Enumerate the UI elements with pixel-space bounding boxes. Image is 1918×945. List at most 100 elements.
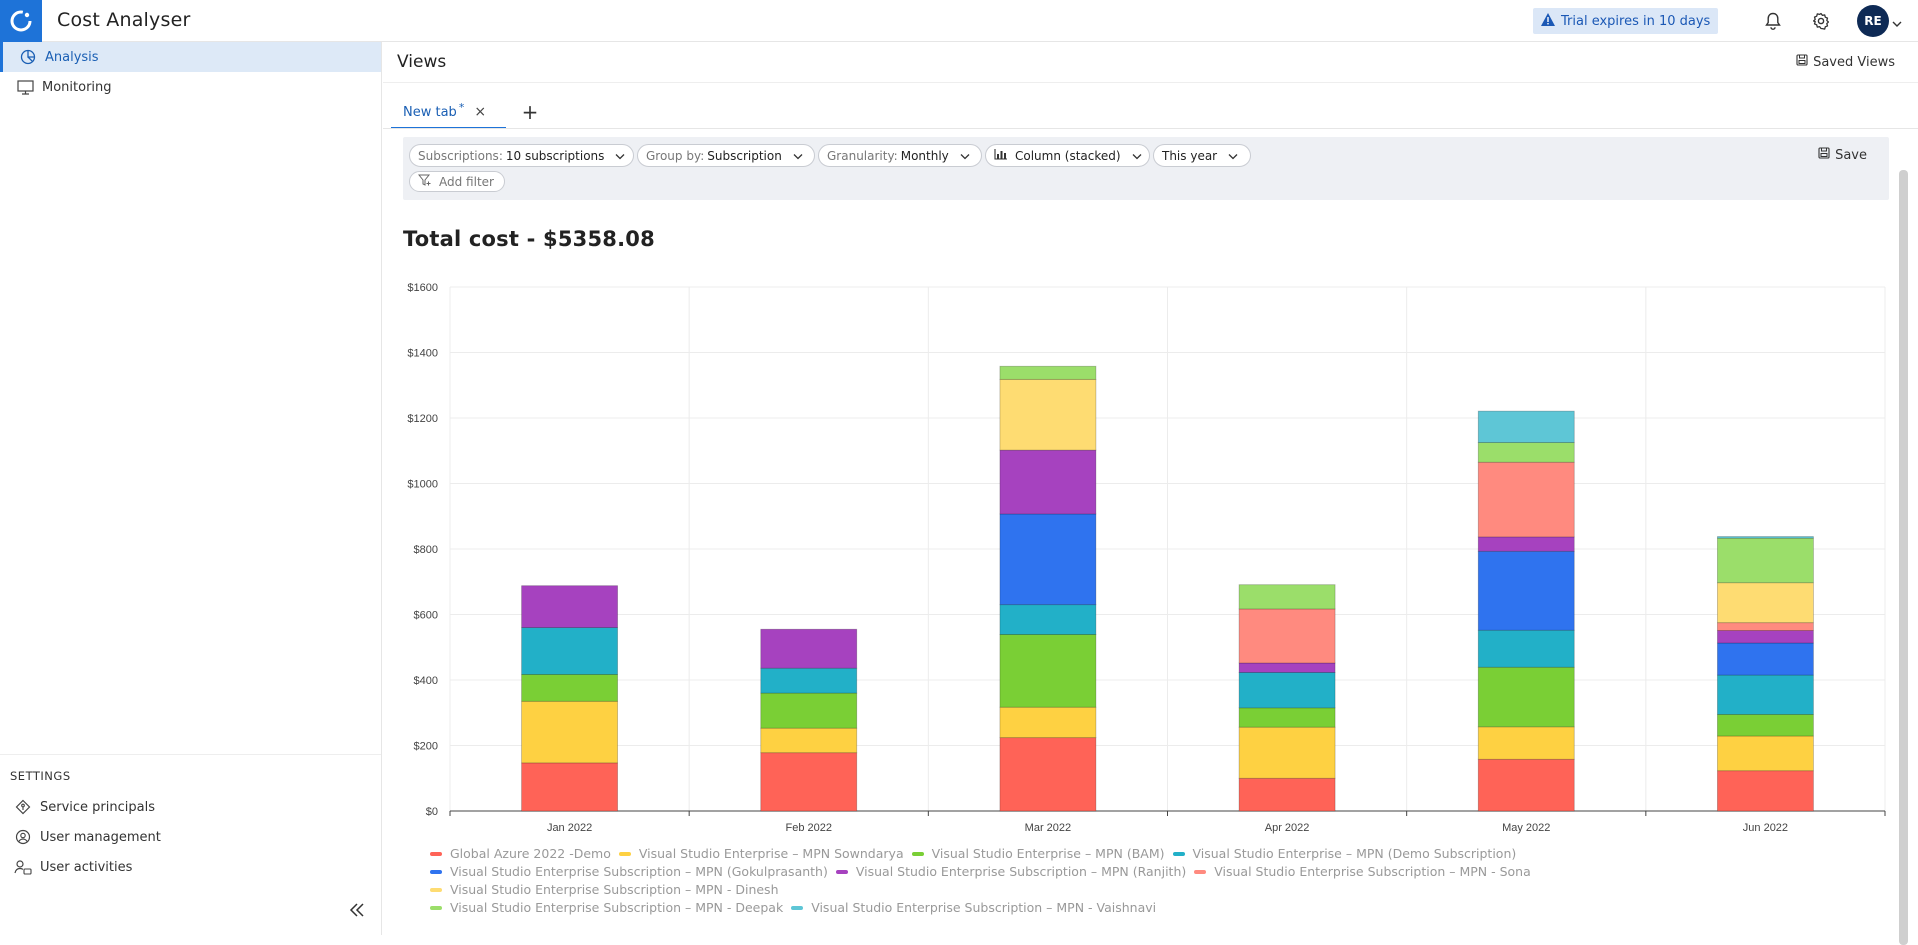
bar-segment [1717,674,1814,715]
legend-label: Visual Studio Enterprise Subscription – … [450,882,779,897]
legend-label: Visual Studio Enterprise Subscription – … [450,864,828,879]
bar-segment [1238,726,1336,779]
x-tick-label: Mar 2022 [1025,822,1071,834]
bar-segment [1477,550,1575,631]
filter-value: Column (stacked) [1015,148,1121,163]
add-tab-button[interactable]: + [521,100,539,124]
legend-swatch [430,852,442,856]
legend-item[interactable]: Visual Studio Enterprise Subscription – … [430,864,828,880]
sidebar-item-label: User management [40,829,161,845]
y-tick-label: $1400 [407,348,438,360]
scrollbar[interactable] [1899,170,1908,945]
saved-views-button[interactable]: Saved Views [1796,54,1895,70]
top-bar: Cost Analyser Trial expires in 10 days R… [0,0,1918,42]
divider [383,82,1918,83]
legend-item[interactable]: Visual Studio Enterprise Subscription – … [1194,864,1531,880]
filter-value: Monthly [900,148,949,163]
legend-item[interactable]: Visual Studio Enterprise Subscription – … [430,882,779,898]
bell-icon[interactable] [1762,10,1784,32]
bar-segment [999,706,1097,739]
bar-segment [760,727,858,754]
bar-segment [1238,608,1336,664]
legend-item[interactable]: Visual Studio Enterprise Subscription – … [430,900,783,916]
close-icon[interactable]: × [474,104,487,120]
page-title: Views [397,52,447,72]
sidebar-item-label: Analysis [45,49,99,65]
trial-text: Trial expires in 10 days [1561,13,1711,29]
save-disk-icon [1818,147,1830,163]
legend-label: Visual Studio Enterprise Subscription – … [1214,864,1531,879]
bar-segment [999,378,1097,451]
period-select[interactable]: This year [1153,144,1251,167]
bar-segment [521,762,618,812]
sidebar-item-monitoring[interactable]: Monitoring [0,72,381,102]
chart-type-select[interactable]: Column (stacked) [985,144,1150,167]
pie-chart-icon [19,48,37,66]
bar-segment [1477,410,1575,443]
sidebar-item-user-management[interactable]: User management [0,822,381,852]
bar-segment [760,692,858,729]
bar-segment [999,737,1097,812]
sidebar-item-user-activities[interactable]: User activities [0,852,381,882]
legend-swatch [430,888,442,892]
bar-segment [1238,777,1336,812]
save-button[interactable]: Save [1818,147,1867,163]
x-tick-label: Jan 2022 [547,822,592,834]
y-tick-label: $200 [414,741,438,753]
granularity-filter[interactable]: Granularity: Monthly [818,144,982,167]
legend-item[interactable]: Visual Studio Enterprise – MPN (BAM) [911,846,1165,862]
legend-swatch [618,852,631,856]
bar-segment [1717,622,1814,631]
bar-segment [521,674,618,702]
tab-label: New tab [403,104,457,120]
bar-segment [1477,442,1575,463]
total-cost: Total cost - $5358.08 [403,227,655,251]
bar-segment [521,627,618,675]
legend-label: Visual Studio Enterprise – MPN (Demo Sub… [1192,846,1517,861]
bar-segment [999,604,1097,635]
filter-prefix: Granularity: [827,148,898,163]
bar-segment [999,513,1097,606]
filter-plus-icon [417,174,432,189]
app-logo-icon[interactable] [0,0,42,42]
chevron-down-icon[interactable] [1892,13,1902,32]
subscriptions-filter[interactable]: Subscriptions: 10 subscriptions [409,144,634,167]
sidebar-item-service-principals[interactable]: Service principals [0,792,381,822]
legend-item[interactable]: Global Azure 2022 -Demo [430,846,611,862]
bar-segment [1717,536,1814,539]
save-label: Save [1835,147,1867,163]
legend-swatch [1194,870,1207,874]
gear-icon[interactable] [1810,10,1832,32]
legend-item[interactable]: Visual Studio Enterprise Subscription – … [791,900,1156,916]
avatar[interactable]: RE [1857,5,1889,37]
bar-segment [1477,536,1575,552]
legend-label: Visual Studio Enterprise Subscription – … [450,900,784,915]
bar-segment [1238,662,1336,673]
bar-segment [1238,584,1336,610]
collapse-sidebar-icon[interactable] [348,902,366,922]
trial-badge[interactable]: Trial expires in 10 days [1533,8,1719,34]
x-tick-label: Apr 2022 [1265,822,1310,834]
legend-swatch [791,906,804,910]
legend-item[interactable]: Visual Studio Enterprise – MPN Sowndarya [618,846,904,862]
bar-segment [1238,672,1336,709]
legend-label: Visual Studio Enterprise – MPN (BAM) [931,846,1165,861]
sidebar: Analysis Monitoring SETTINGS Service pri… [0,42,382,935]
bar-segment [760,628,858,669]
legend-swatch [911,852,924,856]
filter-panel: Subscriptions: 10 subscriptions Group by… [403,137,1889,200]
chevron-down-icon [615,149,625,163]
group-by-filter[interactable]: Group by: Subscription [637,144,815,167]
bar-segment [521,700,618,764]
bar-segment [999,634,1097,708]
x-tick-label: May 2022 [1502,822,1550,834]
legend-item[interactable]: Visual Studio Enterprise – MPN (Demo Sub… [1172,846,1517,862]
bar-segment [521,585,618,628]
warning-icon [1541,12,1555,30]
legend-label: Visual Studio Enterprise Subscription – … [811,900,1157,915]
add-filter-button[interactable]: Add filter [409,171,505,192]
legend-item[interactable]: Visual Studio Enterprise Subscription – … [835,864,1186,880]
y-tick-label: $1600 [407,282,438,294]
sidebar-item-analysis[interactable]: Analysis [0,42,381,72]
